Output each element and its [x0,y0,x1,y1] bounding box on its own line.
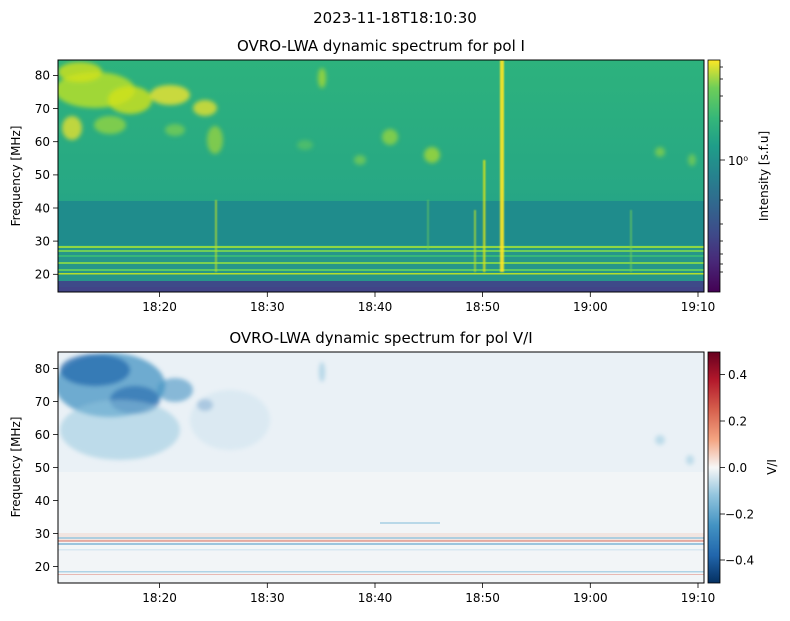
x-tick-label: 18:30 [250,300,285,314]
x-tick-labels-pol-i: 18:20 18:30 18:40 18:50 19:00 19:10 [142,300,715,314]
y-tick-label: 50 [35,461,50,475]
x-tick-labels-pol-vi: 18:20 18:30 18:40 18:50 19:00 19:10 [142,591,715,605]
y-tick-label: 40 [35,201,50,215]
vertical-bursts [215,60,632,272]
y-tick-label: 60 [35,135,50,149]
ticks-pol-vi [53,368,699,588]
x-tick-label: 18:50 [465,591,500,605]
x-tick-label: 18:50 [465,300,500,314]
y-axis-label-pol-vi: Frequency [MHz] [9,417,23,518]
heatmap-pol-vi [58,352,704,583]
y-tick-label: 20 [35,268,50,282]
x-tick-label: 19:10 [681,591,716,605]
ticks-pol-i [53,75,699,297]
colorbar-tick-label: 0.0 [728,461,747,475]
y-tick-label: 20 [35,560,50,574]
x-tick-label: 19:10 [681,300,716,314]
panel-pol-i: OVRO-LWA dynamic spectrum for pol I [9,37,771,314]
axes-frame-pol-i [57,59,705,293]
x-tick-label: 18:20 [142,591,177,605]
panel-pol-i-title: OVRO-LWA dynamic spectrum for pol I [237,37,525,55]
colorbar-pol-i: 10⁰ Intensity [s.f.u] [707,59,771,293]
x-tick-label: 19:00 [573,591,608,605]
colorbar-tick-label: −0.2 [725,508,754,522]
x-tick-label: 18:30 [250,591,285,605]
panel-pol-vi-title: OVRO-LWA dynamic spectrum for pol V/I [229,329,532,347]
panel-pol-vi: OVRO-LWA dynamic spectrum for pol V/I [9,329,779,605]
x-tick-label: 19:00 [573,300,608,314]
y-tick-labels-pol-vi: 20 30 40 50 60 70 80 [35,362,50,574]
y-tick-label: 60 [35,428,50,442]
colorbar-pol-vi: 0.4 0.2 0.0 −0.2 −0.4 V/I [707,351,779,584]
y-tick-label: 70 [35,395,50,409]
mixed-polarization-band [58,522,704,575]
figure-suptitle: 2023-11-18T18:10:30 [313,9,477,27]
colorbar-label-pol-i: Intensity [s.f.u] [757,131,771,221]
y-tick-label: 80 [35,362,50,376]
colorbar-label-pol-vi: V/I [765,459,779,475]
polarized-region [58,353,694,465]
y-tick-labels-pol-i: 20 30 40 50 60 70 80 [35,69,50,282]
y-tick-label: 80 [35,69,50,83]
y-tick-label: 40 [35,494,50,508]
y-axis-label-pol-i: Frequency [MHz] [9,126,23,227]
x-tick-label: 18:40 [358,300,393,314]
colorbar-tick-label: −0.4 [725,554,754,568]
colorbar-tick-label: 0.2 [728,415,747,429]
axes-frame-pol-vi [57,351,705,584]
y-tick-label: 70 [35,102,50,116]
x-tick-label: 18:40 [358,591,393,605]
rfi-lines [58,246,704,275]
colorbar-tick-label: 0.4 [728,368,747,382]
colorbar-tick-label: 10⁰ [728,154,748,168]
x-tick-label: 18:20 [142,300,177,314]
heatmap-pol-i [58,60,704,292]
y-tick-label: 30 [35,527,50,541]
bright-emission-region [58,62,696,166]
y-tick-label: 50 [35,168,50,182]
y-tick-label: 30 [35,234,50,248]
